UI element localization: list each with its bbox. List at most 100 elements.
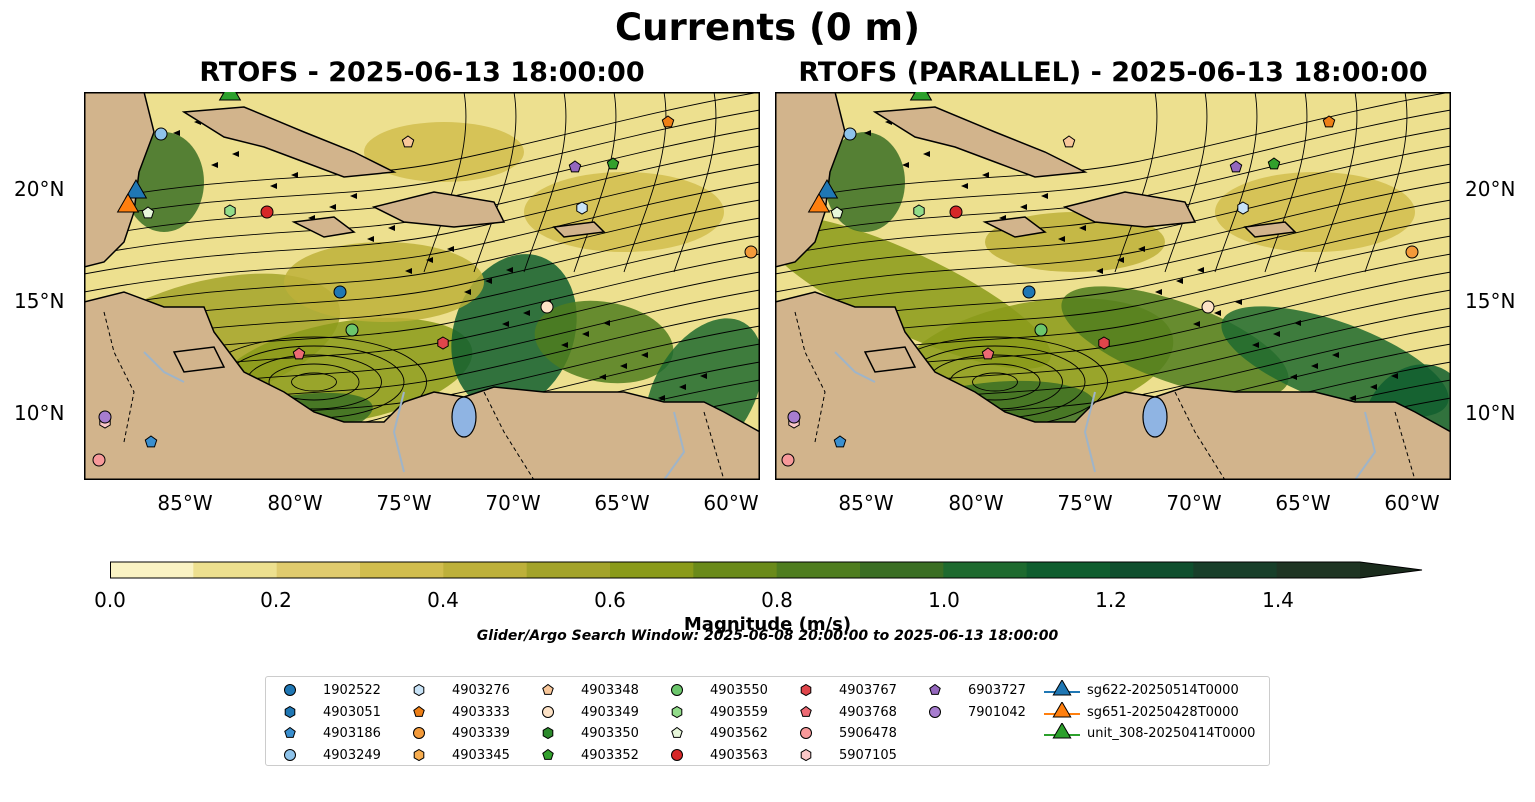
legend-marker-icon [800, 705, 812, 717]
legend-marker-icon [671, 748, 683, 761]
left-panel-title: RTOFS - 2025-06-13 18:00:00 [199, 57, 645, 88]
float-marker-4903550 [1034, 323, 1048, 337]
colorbar-segment [610, 562, 694, 578]
legend-label: 4903562 [710, 726, 768, 741]
left-map-panel [84, 92, 760, 480]
float-marker-4903352 [1267, 157, 1281, 170]
lon-label-75w-left: 75°W [376, 491, 432, 515]
colorbar-segment [776, 562, 861, 578]
lon-label-70w-right: 70°W [1166, 491, 1222, 515]
colorbar-tick: 0.2 [260, 588, 292, 612]
search-window-caption: Glider/Argo Search Window: 2025-06-08 20… [476, 628, 1059, 644]
float-marker-4903767 [437, 336, 449, 350]
legend-marker-icon [671, 705, 683, 718]
colorbar-tick: 1.0 [928, 588, 960, 612]
colorbar-tick: 1.2 [1095, 588, 1127, 612]
float-marker-4903339 [744, 245, 758, 259]
float-marker-6903727 [1229, 160, 1243, 173]
legend-marker-icon [413, 748, 425, 761]
legend-marker-icon [929, 683, 941, 695]
legend-marker-icon [671, 684, 683, 696]
colorbar-segment [1026, 562, 1111, 578]
right-map-panel [775, 92, 1451, 480]
colorbar-segment [526, 562, 611, 578]
float-marker-7901042 [98, 410, 112, 424]
glider-marker-unit_308-20250414T0000 [909, 92, 933, 101]
legend-label: 7901042 [968, 704, 1026, 720]
country-borders [794, 311, 1416, 480]
float-marker-1902522 [1022, 285, 1036, 299]
float-marker-4903333 [661, 115, 675, 128]
legend-label: 4903339 [452, 726, 510, 741]
legend-label: 4903768 [839, 704, 897, 720]
legend-label: 5907105 [839, 747, 897, 763]
float-marker-4903562 [830, 206, 844, 219]
float-marker-4903768 [292, 347, 306, 360]
glider-marker-sg651-20250428T0000 [807, 193, 831, 213]
colorbar-segment [943, 562, 1028, 578]
lat-label-20n-left: 20°N [14, 177, 65, 201]
lon-label-65w-left: 65°W [594, 491, 650, 515]
legend-label: 4903333 [452, 704, 510, 720]
legend-label: 4903350 [581, 726, 639, 741]
float-marker-4903186 [144, 435, 158, 448]
legend-marker-icon [800, 748, 812, 761]
legend-label: 4903352 [581, 747, 639, 763]
legend-marker-icon [800, 683, 812, 697]
glider-marker-sg622-20250514T0000 [124, 179, 148, 199]
lon-label-70w-left: 70°W [485, 491, 541, 515]
lat-label-15n-right: 15°N [1465, 289, 1516, 313]
float-marker-4903348 [401, 135, 415, 148]
legend-marker-icon [413, 727, 425, 739]
float-marker-4903563 [260, 205, 274, 219]
legend-marker-icon [413, 683, 425, 697]
lat-label-20n-right: 20°N [1465, 177, 1516, 201]
lon-label-85w-left: 85°W [157, 491, 213, 515]
legend-label: 4903051 [323, 704, 381, 720]
lon-label-60w-right: 60°W [1384, 491, 1440, 515]
float-marker-4903249 [843, 127, 857, 141]
colorbar [110, 561, 1423, 579]
float-marker-6903727 [568, 160, 582, 173]
legend-marker-icon [284, 748, 296, 761]
legend-marker-icon [413, 705, 425, 717]
float-marker-4903563 [949, 205, 963, 219]
lon-label-60w-left: 60°W [703, 491, 759, 515]
legend-marker-icon [671, 726, 683, 738]
land [84, 92, 760, 480]
legend-marker-icon [542, 748, 554, 760]
legend-marker-icon [929, 705, 941, 718]
legend-label: 6903727 [968, 683, 1026, 698]
lon-label-85w-right: 85°W [838, 491, 894, 515]
land [775, 92, 1451, 480]
legend-label: 4903249 [323, 747, 381, 763]
legend-label: unit_308-20250414T0000 [1087, 726, 1256, 741]
colorbar-segment [443, 562, 528, 578]
rivers [143, 351, 686, 480]
colorbar-extend-arrow [1360, 562, 1422, 578]
legend-marker-icon [542, 683, 554, 695]
float-marker-4903559 [913, 204, 925, 218]
colorbar-tick: 1.4 [1262, 588, 1294, 612]
float-marker-4903767 [1098, 336, 1110, 350]
float-marker-4903562 [141, 206, 155, 219]
figure-title: Currents (0 m) [614, 6, 920, 49]
colorbar-segment [276, 562, 361, 578]
colorbar-outline [110, 561, 1423, 579]
legend-label: 4903348 [581, 683, 639, 698]
colorbar-segment [1193, 562, 1278, 578]
float-marker-4903349 [540, 300, 554, 314]
lon-label-75w-right: 75°W [1057, 491, 1113, 515]
float-marker-5906478 [781, 453, 795, 467]
legend-marker-icon [1044, 723, 1080, 739]
legend-label: 5906478 [839, 726, 897, 741]
lake-maracaibo [1142, 396, 1168, 438]
float-marker-4903349 [1201, 300, 1215, 314]
float-marker-4903333 [1322, 115, 1336, 128]
lake-maracaibo [451, 396, 477, 438]
float-markers [92, 92, 758, 467]
legend: 1902522 4903051 4903186 4903249 4903276 49033… [265, 676, 1270, 766]
lon-label-80w-left: 80°W [267, 491, 323, 515]
lat-label-10n-left: 10°N [14, 401, 65, 425]
right-panel-title: RTOFS (PARALLEL) - 2025-06-13 18:00:00 [798, 57, 1428, 88]
